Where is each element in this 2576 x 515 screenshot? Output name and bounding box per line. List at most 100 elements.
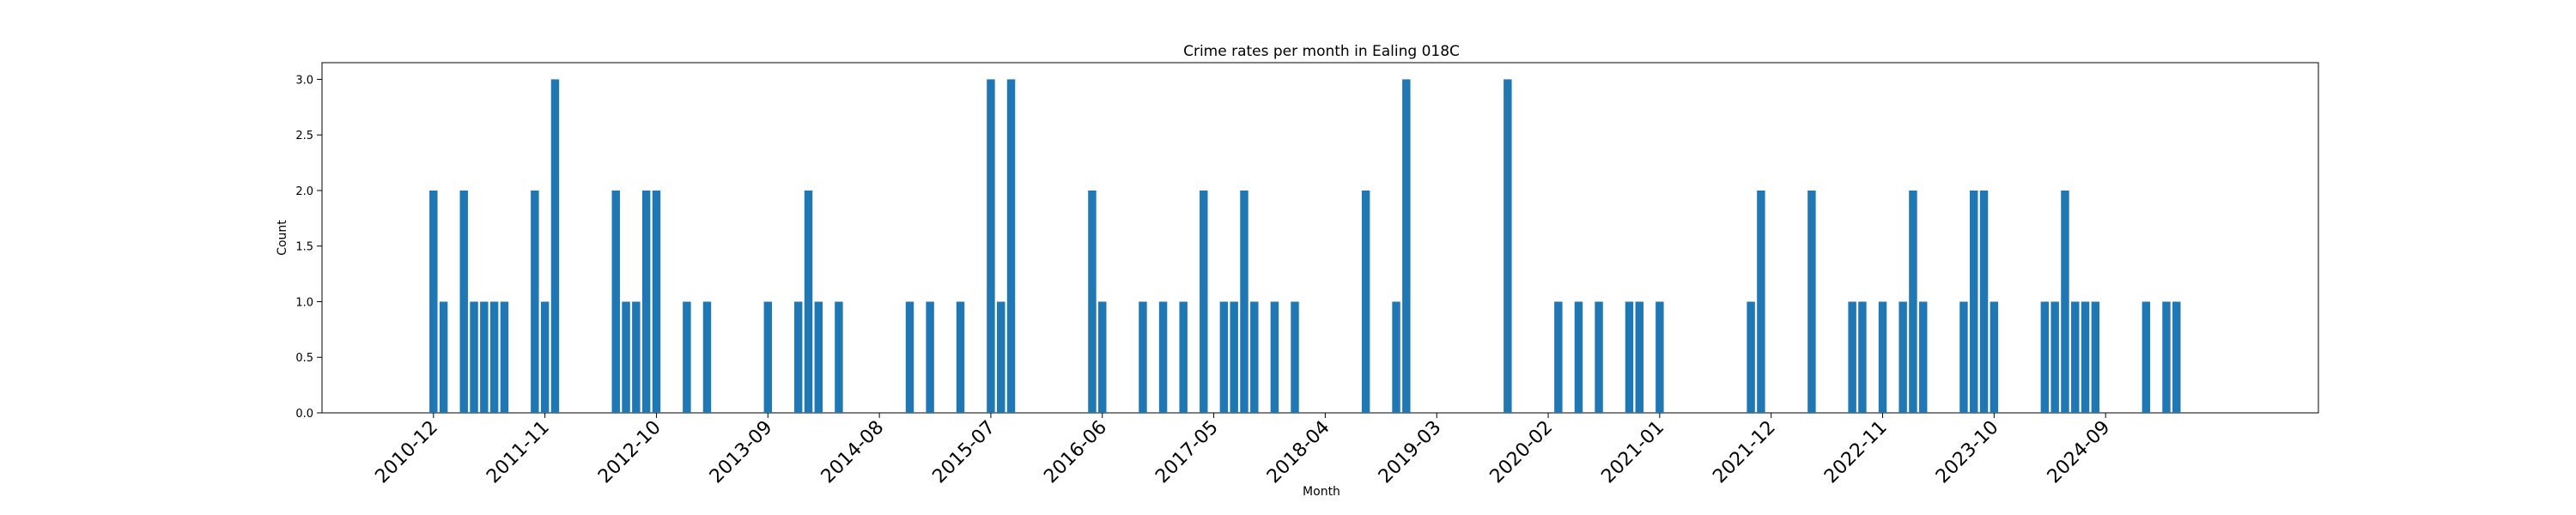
x-tick-label: 2017-05: [1151, 417, 1223, 488]
x-tick-label: 2022-11: [1820, 417, 1892, 488]
bar-2010-12: [429, 190, 438, 413]
bar-2018-11: [1392, 301, 1400, 413]
bar-2011-04: [470, 301, 478, 413]
bar-2022-04: [1807, 190, 1816, 413]
bar-2013-01: [683, 301, 691, 413]
x-tick-label: 2021-01: [1597, 417, 1668, 488]
bar-2024-06: [2071, 301, 2080, 413]
bar-2018-08: [1361, 190, 1370, 413]
bar-2023-07: [1959, 301, 1968, 413]
bar-2016-10: [1139, 301, 1147, 413]
bar-2013-03: [702, 301, 712, 413]
bar-2015-01: [926, 301, 934, 413]
y-tick-label: 2.0: [295, 185, 313, 198]
bar-2011-05: [480, 301, 489, 413]
x-tick-label: 2020-02: [1486, 417, 1558, 488]
y-tick-label: 3.0: [295, 74, 313, 87]
bar-2025-01: [2142, 301, 2151, 413]
bar-2023-03: [1919, 301, 1928, 413]
bar-2013-12: [793, 301, 803, 413]
y-tick-label: 0.5: [295, 352, 313, 365]
bar-2020-03: [1554, 301, 1563, 413]
bar-2020-05: [1574, 301, 1583, 413]
bar-2014-11: [905, 301, 914, 413]
bar-2017-08: [1240, 190, 1249, 413]
bar-2011-07: [500, 301, 509, 413]
x-tick-label: 2010-12: [371, 417, 442, 488]
bar-2022-08: [1848, 301, 1856, 413]
bar-2024-03: [2040, 301, 2050, 413]
bar-2012-07: [622, 301, 630, 413]
bar-2021-11: [1757, 190, 1765, 413]
x-tick-label: 2016-06: [1040, 417, 1111, 488]
bar-2024-04: [2050, 301, 2059, 413]
bar-2014-01: [804, 190, 813, 413]
bars-group: [429, 79, 2181, 414]
bar-2022-11: [1878, 301, 1887, 413]
bar-2023-09: [1979, 190, 1989, 413]
bar-2023-02: [1909, 190, 1917, 413]
x-tick-label: 2012-10: [594, 417, 665, 488]
bar-2013-09: [763, 301, 773, 413]
bar-2017-11: [1270, 301, 1279, 413]
bar-2011-12: [550, 79, 560, 414]
bar-2017-07: [1230, 301, 1238, 413]
bar-2017-06: [1219, 301, 1229, 413]
x-axis: 2010-12 2011-11 2012-10 2013-09 2014-08 2015-…: [371, 413, 2114, 488]
bar-2015-09: [1006, 79, 1016, 414]
y-tick-label: 0.0: [295, 408, 313, 421]
bar-2021-01: [1656, 301, 1664, 413]
chart-title: Crime rates per month in Ealing 018C: [1183, 43, 1460, 60]
bar-2014-04: [835, 301, 843, 413]
bar-2012-09: [641, 190, 651, 413]
y-tick-label: 2.5: [295, 130, 313, 142]
bar-2019-10: [1504, 79, 1512, 414]
bar-2011-01: [439, 301, 448, 413]
plot-area: [321, 62, 2319, 414]
bar-2020-10: [1625, 301, 1634, 413]
y-axis-label: Count: [276, 220, 289, 256]
bar-2023-10: [1990, 301, 1999, 413]
y-axis: 0.0 0.5 1.0 1.5 2.0 2.5 3.0: [295, 74, 322, 421]
x-tick-label: 2019-03: [1375, 417, 1446, 488]
bar-2023-01: [1899, 301, 1907, 413]
bar-2025-04: [2172, 301, 2181, 413]
x-tick-label: 2018-04: [1263, 417, 1334, 488]
x-axis-label: Month: [1303, 485, 1340, 499]
bar-2015-07: [987, 79, 995, 414]
bar-2020-11: [1635, 301, 1643, 413]
bar-2017-02: [1179, 301, 1188, 413]
bar-2020-07: [1595, 301, 1603, 413]
bar-2024-07: [2081, 301, 2090, 413]
bar-2011-03: [459, 190, 468, 413]
x-tick-label: 2023-10: [1932, 417, 2003, 488]
bar-2025-03: [2162, 301, 2171, 413]
bar-2012-10: [652, 190, 661, 413]
x-tick-label: 2024-09: [2044, 417, 2115, 488]
x-tick-label: 2015-07: [929, 417, 1000, 488]
bar-2018-12: [1402, 79, 1411, 414]
bar-2016-12: [1158, 301, 1168, 413]
bar-2023-08: [1970, 190, 1978, 413]
bar-2011-10: [531, 190, 539, 413]
bar-2016-06: [1098, 301, 1107, 413]
bar-2016-05: [1088, 190, 1097, 413]
bar-2024-05: [2061, 190, 2069, 413]
x-tick-label: 2021-12: [1709, 417, 1780, 488]
bar-2014-02: [814, 301, 823, 413]
bar-2018-01: [1291, 301, 1299, 413]
y-tick-label: 1.5: [295, 241, 313, 254]
bar-2015-08: [997, 301, 1005, 413]
bar-2017-04: [1200, 190, 1208, 413]
x-tick-label: 2013-09: [706, 417, 777, 488]
bar-2011-11: [540, 301, 550, 413]
bar-2024-08: [2091, 301, 2100, 413]
x-tick-label: 2014-08: [817, 417, 889, 488]
x-tick-label: 2011-11: [483, 417, 554, 488]
y-tick-label: 1.0: [295, 296, 313, 309]
bar-2015-04: [956, 301, 965, 413]
bar-2022-09: [1858, 301, 1867, 413]
bar-2012-06: [611, 190, 620, 413]
bar-2017-09: [1250, 301, 1259, 413]
